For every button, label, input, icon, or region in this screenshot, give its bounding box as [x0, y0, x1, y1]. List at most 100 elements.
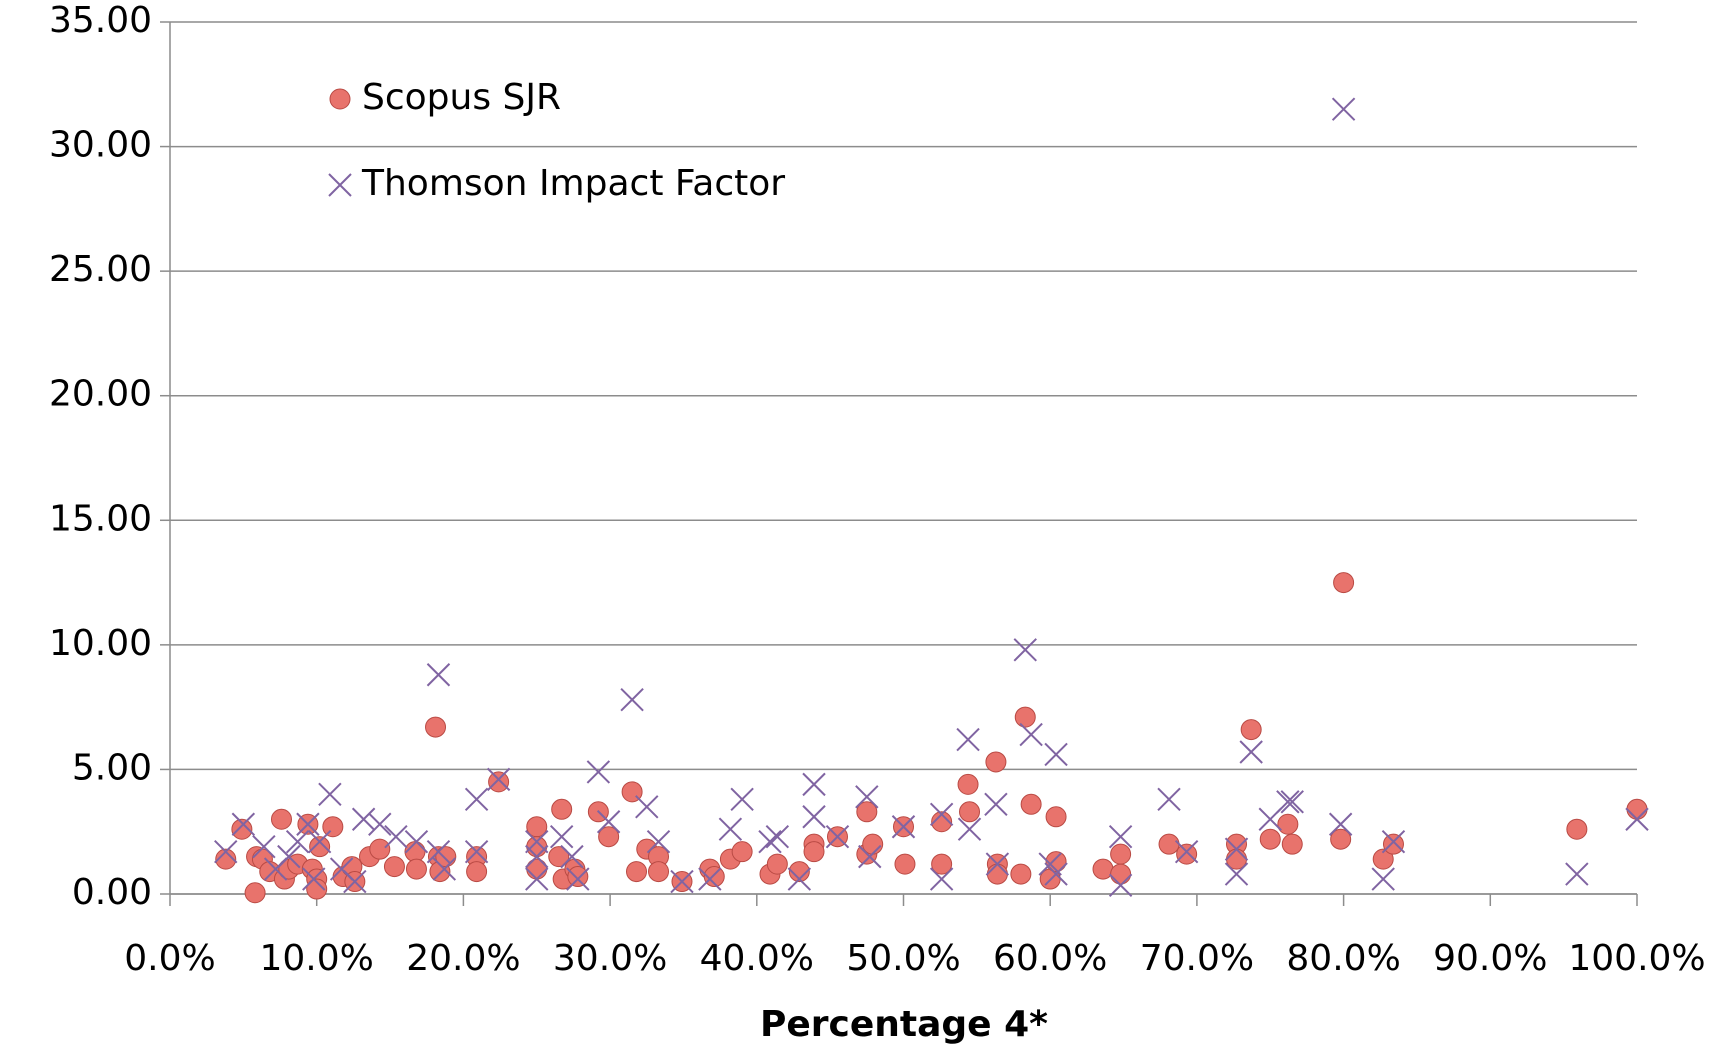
point [1010, 863, 1032, 885]
point [985, 852, 1010, 876]
point [1240, 719, 1262, 741]
point [488, 771, 510, 793]
point [1158, 833, 1180, 855]
point [1224, 837, 1249, 861]
point [1108, 873, 1133, 897]
point [1045, 806, 1067, 828]
point [931, 853, 953, 875]
point [858, 844, 882, 869]
point [986, 863, 1008, 885]
point [231, 818, 253, 840]
point [214, 839, 238, 864]
point [758, 829, 782, 854]
point [984, 792, 1008, 817]
y-tick-label: 30.00 [49, 125, 152, 166]
legend-marker [328, 173, 352, 197]
point [1276, 790, 1300, 814]
point [957, 773, 979, 795]
point [1277, 813, 1299, 835]
point [1108, 824, 1133, 849]
point [566, 867, 590, 891]
point [318, 782, 342, 807]
point [296, 812, 320, 836]
point [351, 807, 376, 831]
point [307, 829, 332, 854]
point [1259, 828, 1281, 850]
point [551, 798, 573, 820]
point [765, 824, 790, 849]
point [1382, 833, 1404, 855]
y-tick-label: 20.00 [49, 374, 152, 415]
point [1371, 867, 1395, 891]
x-tick-label: 10.0% [260, 938, 374, 979]
point [586, 760, 611, 784]
point [567, 866, 589, 888]
point [1625, 807, 1649, 831]
point [855, 785, 879, 809]
point [231, 812, 256, 836]
y-tick-label: 10.00 [49, 623, 152, 664]
point [343, 869, 367, 894]
point [426, 663, 451, 687]
point [270, 808, 292, 830]
point [626, 861, 648, 883]
point [464, 839, 489, 864]
x-tick-label: 40.0% [700, 938, 814, 979]
point [405, 858, 427, 880]
point [464, 787, 489, 812]
point [285, 829, 310, 854]
point [1333, 572, 1355, 594]
point [1239, 740, 1263, 764]
point [648, 861, 670, 883]
point [646, 829, 671, 854]
point [309, 836, 331, 858]
point [985, 751, 1007, 773]
x-axis-title: Percentage 4* [760, 1004, 1048, 1045]
legend-label: Thomson Impact Factor [361, 163, 785, 204]
point [698, 867, 722, 891]
point [731, 841, 753, 863]
point [277, 844, 301, 869]
x-tick-label: 80.0% [1286, 938, 1400, 979]
point [929, 802, 954, 826]
point [766, 853, 788, 875]
point [244, 882, 266, 904]
point [703, 866, 725, 888]
point [560, 844, 584, 869]
x-tick-label: 0.0% [124, 938, 215, 979]
point [404, 841, 426, 863]
point [825, 824, 850, 849]
point [1157, 787, 1181, 812]
x-tick-label: 50.0% [846, 938, 960, 979]
point [526, 858, 548, 880]
point [549, 824, 574, 849]
x-tick-label: 90.0% [1433, 938, 1547, 979]
point [1566, 818, 1588, 840]
point [1372, 848, 1394, 870]
point [730, 787, 754, 812]
point [369, 838, 391, 860]
point [1176, 843, 1198, 865]
point [1044, 742, 1068, 767]
point [959, 801, 981, 823]
point [383, 856, 405, 878]
point [596, 810, 621, 834]
point [1110, 843, 1132, 865]
x-tick-label: 70.0% [1140, 938, 1254, 979]
point [929, 867, 954, 891]
point [215, 848, 237, 870]
point [1045, 851, 1067, 873]
x-tick-label: 30.0% [553, 938, 667, 979]
point [1565, 862, 1589, 886]
point [1331, 97, 1356, 121]
point [426, 839, 451, 864]
point [1013, 638, 1037, 662]
y-tick-label: 35.00 [49, 0, 152, 41]
point [718, 817, 743, 841]
point [368, 812, 392, 836]
x-tick-label: 60.0% [993, 938, 1107, 979]
point [894, 853, 916, 875]
point [635, 795, 659, 819]
point [525, 867, 549, 891]
